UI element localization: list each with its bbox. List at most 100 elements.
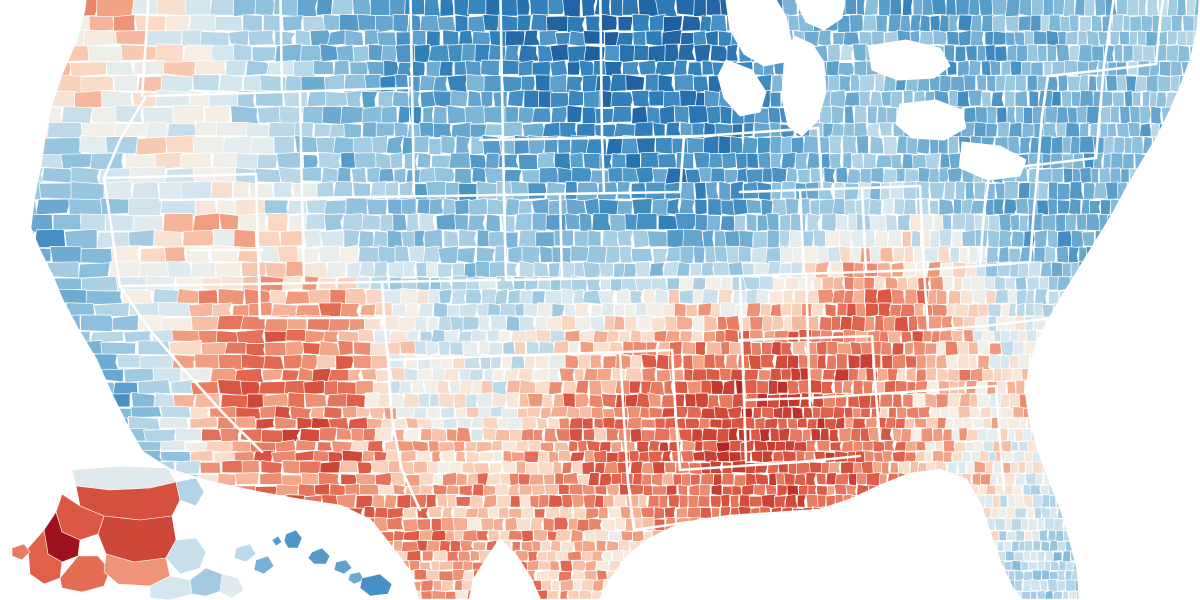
county-polygon bbox=[1044, 589, 1055, 600]
county-polygon bbox=[287, 200, 308, 215]
county-polygon bbox=[1025, 289, 1036, 305]
county-polygon bbox=[39, 182, 74, 200]
county-polygon bbox=[1033, 30, 1048, 46]
county-polygon bbox=[664, 461, 676, 473]
county-polygon bbox=[536, 551, 549, 562]
county-polygon bbox=[302, 15, 326, 32]
county-polygon bbox=[363, 506, 376, 519]
county-polygon bbox=[718, 30, 733, 47]
county-polygon bbox=[641, 473, 653, 486]
county-polygon bbox=[936, 340, 947, 356]
county-polygon bbox=[536, 417, 549, 430]
county-polygon bbox=[948, 380, 959, 395]
county-polygon bbox=[402, 530, 421, 542]
county-polygon bbox=[521, 169, 542, 185]
county-polygon bbox=[343, 229, 361, 249]
county-polygon bbox=[267, 212, 289, 233]
county-polygon bbox=[437, 315, 453, 331]
county-polygon bbox=[492, 451, 503, 463]
county-polygon bbox=[968, 0, 980, 16]
county-polygon bbox=[816, 417, 826, 429]
county-polygon bbox=[1105, 181, 1120, 201]
county-polygon bbox=[284, 75, 303, 93]
county-polygon bbox=[143, 428, 178, 443]
county-polygon bbox=[517, 59, 535, 77]
county-polygon bbox=[1062, 262, 1072, 279]
county-polygon bbox=[422, 550, 434, 562]
county-polygon bbox=[406, 213, 420, 233]
county-polygon bbox=[820, 461, 831, 475]
county-polygon bbox=[630, 248, 653, 263]
county-polygon bbox=[295, 439, 317, 451]
county-polygon bbox=[985, 122, 998, 138]
county-polygon bbox=[787, 393, 801, 408]
county-polygon bbox=[987, 229, 1001, 249]
county-polygon bbox=[708, 153, 724, 169]
county-polygon bbox=[973, 460, 987, 474]
county-polygon bbox=[274, 30, 296, 46]
county-polygon bbox=[665, 484, 678, 497]
county-polygon bbox=[145, 30, 183, 47]
county-polygon bbox=[958, 247, 970, 264]
county-polygon bbox=[621, 0, 640, 16]
county-polygon bbox=[426, 406, 441, 420]
county-polygon bbox=[273, 135, 295, 156]
county-polygon bbox=[508, 428, 524, 443]
county-polygon bbox=[1093, 182, 1108, 200]
county-polygon bbox=[938, 198, 955, 216]
county-polygon bbox=[317, 152, 342, 170]
county-polygon bbox=[159, 451, 192, 463]
county-polygon bbox=[240, 353, 267, 370]
county-polygon bbox=[671, 137, 689, 155]
county-polygon bbox=[217, 354, 245, 371]
county-polygon bbox=[754, 417, 767, 430]
county-polygon bbox=[997, 121, 1010, 139]
county-polygon bbox=[1092, 152, 1104, 170]
county-polygon bbox=[948, 14, 960, 33]
county-polygon bbox=[699, 15, 712, 32]
county-polygon bbox=[929, 230, 940, 249]
county-polygon bbox=[561, 461, 573, 474]
county-polygon bbox=[658, 494, 669, 509]
county-polygon bbox=[753, 484, 767, 497]
county-polygon bbox=[453, 440, 466, 453]
county-polygon bbox=[731, 485, 742, 496]
county-polygon bbox=[569, 451, 586, 462]
county-polygon bbox=[1025, 461, 1034, 475]
county-polygon bbox=[882, 198, 895, 215]
county-polygon bbox=[769, 152, 783, 170]
county-polygon bbox=[325, 91, 348, 108]
county-polygon bbox=[361, 214, 383, 231]
county-polygon bbox=[991, 0, 1008, 16]
county-polygon bbox=[171, 354, 198, 371]
county-polygon bbox=[323, 199, 349, 215]
county-polygon bbox=[479, 451, 495, 462]
county-polygon bbox=[444, 590, 457, 600]
county-polygon bbox=[948, 136, 959, 155]
county-polygon bbox=[316, 180, 335, 200]
county-polygon bbox=[583, 428, 596, 442]
county-polygon bbox=[350, 440, 370, 452]
county-polygon bbox=[553, 229, 574, 247]
county-polygon bbox=[441, 580, 455, 593]
county-polygon bbox=[458, 484, 474, 497]
county-polygon bbox=[323, 406, 343, 420]
county-polygon bbox=[687, 406, 703, 419]
county-polygon bbox=[322, 14, 343, 32]
county-polygon bbox=[47, 121, 83, 139]
county-polygon bbox=[300, 45, 323, 64]
county-polygon bbox=[1016, 44, 1029, 63]
county-polygon bbox=[521, 245, 542, 265]
county-polygon bbox=[367, 440, 384, 453]
county-polygon bbox=[1057, 31, 1068, 46]
county-polygon bbox=[249, 136, 275, 155]
county-polygon bbox=[820, 381, 834, 395]
county-polygon bbox=[100, 89, 134, 109]
county-polygon bbox=[459, 379, 474, 396]
county-polygon bbox=[786, 379, 800, 395]
county-polygon bbox=[616, 229, 635, 247]
county-polygon bbox=[773, 495, 787, 509]
county-polygon bbox=[591, 579, 605, 593]
county-polygon bbox=[282, 15, 304, 32]
county-polygon bbox=[902, 393, 915, 409]
